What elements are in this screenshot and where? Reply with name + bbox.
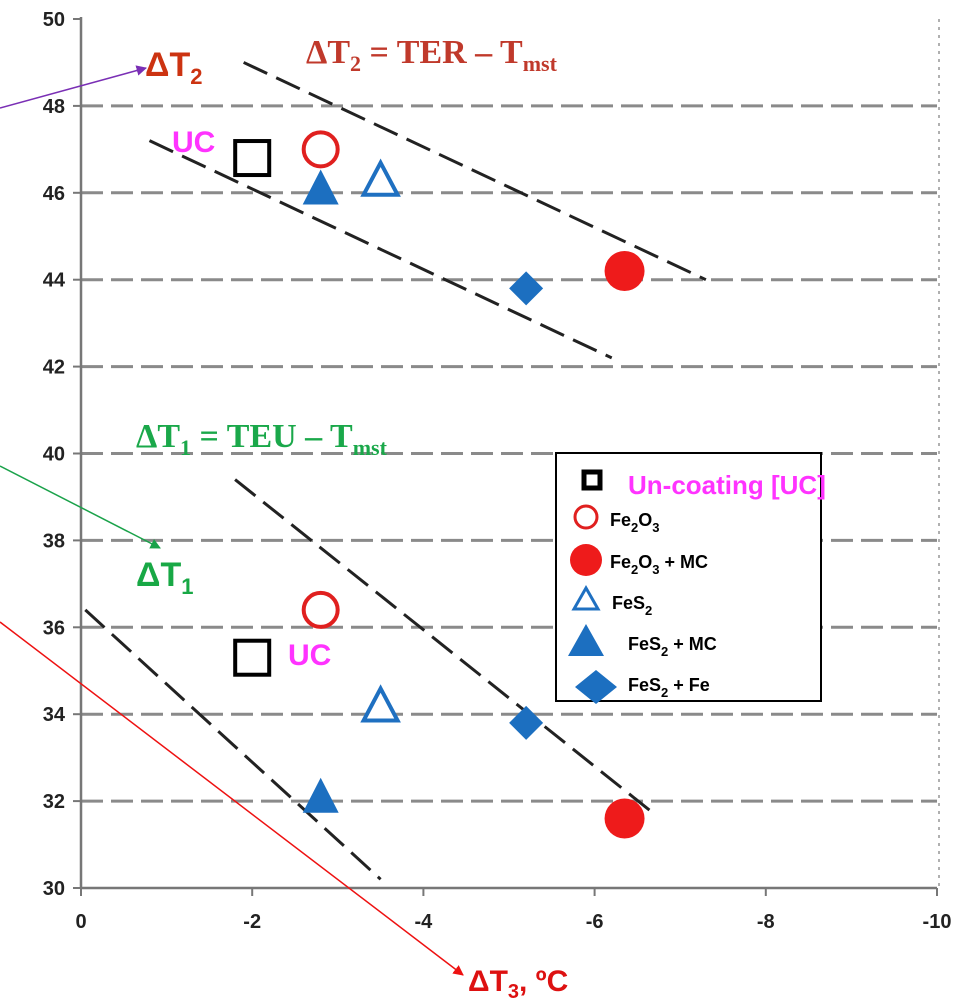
trend-guide-line xyxy=(234,478,656,816)
uc-label-bottom: UC xyxy=(288,639,331,672)
trend-guide-line xyxy=(148,139,613,360)
data-point xyxy=(604,798,645,839)
y-tick-label: 40 xyxy=(43,444,65,466)
y-tick-label: 32 xyxy=(43,791,65,813)
dt3-axis-label: ΔT3, ºC xyxy=(468,965,568,1003)
data-point xyxy=(302,169,339,205)
annotations: ΔT2 = TER – Tmst ΔT1 = TEU – Tmst ΔT2 ΔT1 ΔT… xyxy=(0,34,568,1003)
data-point xyxy=(233,139,272,178)
legend-label: Fe2O3 xyxy=(610,510,660,535)
y-tick-label: 50 xyxy=(43,9,65,31)
data-point xyxy=(233,638,272,677)
y-tick-label: 38 xyxy=(43,530,65,552)
legend-label: Un-coating [UC] xyxy=(628,470,826,500)
data-point xyxy=(509,705,544,740)
x-tick-label: -10 xyxy=(923,911,952,933)
data-markers xyxy=(233,130,645,839)
x-tick-label: -4 xyxy=(415,911,434,933)
y-tick-label: 42 xyxy=(43,357,65,379)
guide-lines xyxy=(84,61,707,881)
legend-label: FeS2 + MC xyxy=(628,634,717,659)
equation-top: ΔT2 = TER – Tmst xyxy=(306,34,558,76)
dt3-arrow xyxy=(0,621,464,976)
equation-middle: ΔT1 = TEU – Tmst xyxy=(136,418,388,460)
data-point xyxy=(509,271,544,306)
trend-guide-line xyxy=(243,61,707,282)
data-point xyxy=(604,251,645,292)
x-tick-label: -2 xyxy=(243,911,261,933)
legend-box xyxy=(555,452,822,702)
data-point xyxy=(302,777,339,813)
legend-marker xyxy=(571,584,601,611)
uc-label-top: UC xyxy=(172,126,215,159)
legend-marker xyxy=(581,469,603,491)
grid-lines xyxy=(81,19,940,888)
legend-label: Fe2O3 + MC xyxy=(610,552,708,577)
x-tick-label: -8 xyxy=(757,911,775,933)
y-tick-label: 44 xyxy=(43,270,66,292)
y-tick-label: 48 xyxy=(43,96,65,118)
dt2-arrow xyxy=(0,65,148,109)
legend: Un-coating [UC] Fe2O3 Fe2O3 + MC FeS2 FeS2 +… xyxy=(555,452,826,704)
y-tick-label: 30 xyxy=(43,878,65,900)
legend-marker xyxy=(573,504,599,530)
dt1-arrow xyxy=(0,465,161,549)
x-tick-label: -6 xyxy=(586,911,604,933)
dt2-label: ΔT2 xyxy=(145,46,202,89)
x-tick-label: 0 xyxy=(75,911,86,933)
data-point xyxy=(301,590,340,629)
data-point xyxy=(301,130,340,169)
trend-guide-line xyxy=(84,608,382,881)
legend-marker xyxy=(568,624,604,656)
y-tick-label: 46 xyxy=(43,183,65,205)
dt1-label: ΔT1 xyxy=(136,556,193,599)
data-point xyxy=(360,158,401,197)
legend-marker xyxy=(570,544,602,576)
y-tick-label: 34 xyxy=(43,704,66,726)
legend-marker xyxy=(575,670,617,704)
legend-label: FeS2 + Fe xyxy=(628,675,710,700)
data-point xyxy=(360,684,401,723)
axes: 30 32 34 36 38 40 42 44 46 48 50 0 -2 -4 -6 -8 -10 xyxy=(43,9,952,933)
legend-label: FeS2 xyxy=(612,593,652,618)
y-tick-label: 36 xyxy=(43,617,65,639)
